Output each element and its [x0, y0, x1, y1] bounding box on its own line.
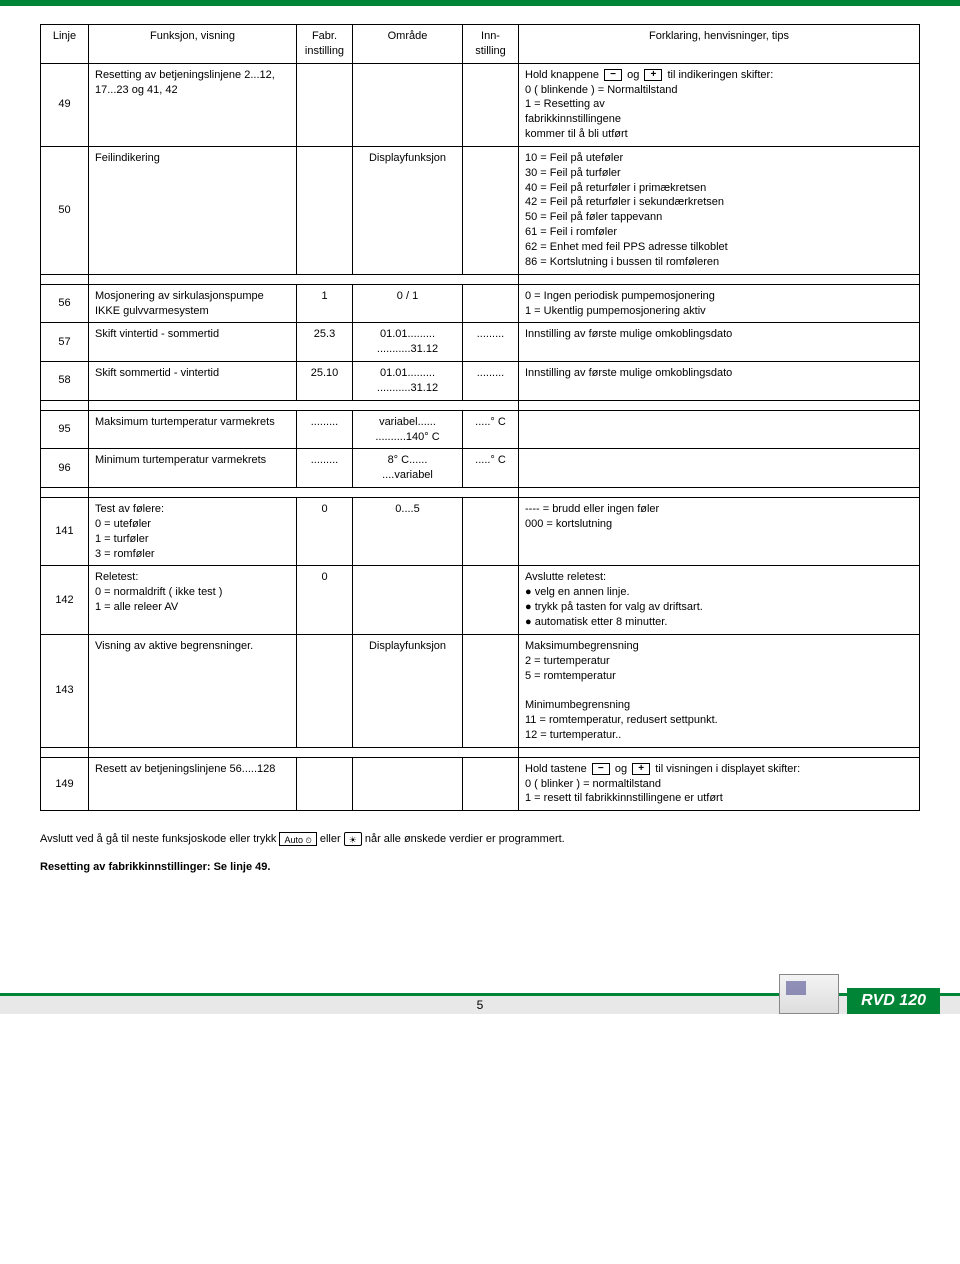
device-icon	[779, 974, 839, 1014]
cell-funk: Resett av betjeningslinjene 56.....128	[89, 757, 297, 811]
cell-fork: Hold tastene og til visningen i displaye…	[519, 757, 920, 811]
cell-fork: 0 = Ingen periodisk pumpemosjonering1 = …	[519, 284, 920, 323]
cell-linje: 95	[41, 410, 89, 449]
cell-funk: Minimum turtemperatur varmekrets	[89, 449, 297, 488]
cell-fabr: 0	[297, 566, 353, 634]
cell-inn: .....° C	[463, 410, 519, 449]
cell-fork: Innstilling av første mulige omkoblingsd…	[519, 323, 920, 362]
settings-table: Linje Funksjon, visning Fabr. instilling…	[40, 24, 920, 811]
table-row: 96Minimum turtemperatur varmekrets......…	[41, 449, 920, 488]
cell-omr: 0....5	[353, 498, 463, 566]
cell-linje: 57	[41, 323, 89, 362]
table-row: 49Resetting av betjeningslinjene 2...12,…	[41, 63, 920, 146]
cell-omr	[353, 566, 463, 634]
cell-funk: Skift vintertid - sommertid	[89, 323, 297, 362]
cell-fabr: 0	[297, 498, 353, 566]
cell-inn	[463, 757, 519, 811]
cell-funk: Skift sommertid - vintertid	[89, 362, 297, 401]
cell-fork: ---- = brudd eller ingen føler000 = kort…	[519, 498, 920, 566]
cell-fabr: 1	[297, 284, 353, 323]
cell-linje: 58	[41, 362, 89, 401]
cell-fork	[519, 410, 920, 449]
cell-linje: 141	[41, 498, 89, 566]
table-row: 57Skift vintertid - sommertid25.301.01..…	[41, 323, 920, 362]
col-omr: Område	[353, 25, 463, 64]
minus-key-icon	[604, 69, 622, 81]
cell-inn	[463, 566, 519, 634]
footer-line-2: Resetting av fabrikkinnstillinger: Se li…	[40, 859, 920, 876]
cell-funk: Feilindikering	[89, 146, 297, 274]
cell-fabr: 25.10	[297, 362, 353, 401]
product-badge: RVD 120	[847, 988, 940, 1014]
cell-omr: variabel................140° C	[353, 410, 463, 449]
footer-text-1b: eller	[320, 833, 341, 845]
table-row: 143Visning av aktive begrensninger. Displ…	[41, 634, 920, 747]
cell-linje: 50	[41, 146, 89, 274]
cell-linje: 56	[41, 284, 89, 323]
cell-omr: 01.01....................31.12	[353, 362, 463, 401]
cell-fork	[519, 449, 920, 488]
cell-inn	[463, 63, 519, 146]
cell-omr	[353, 757, 463, 811]
cell-funk: Reletest:0 = normaldrift ( ikke test )1 …	[89, 566, 297, 634]
footer-text-1a: Avslutt ved å gå til neste funksjoskode …	[40, 833, 276, 845]
cell-funk: Resetting av betjeningslinjene 2...12, 1…	[89, 63, 297, 146]
cell-linje: 143	[41, 634, 89, 747]
sun-key-icon	[344, 832, 362, 846]
cell-linje: 96	[41, 449, 89, 488]
cell-fabr: .........	[297, 410, 353, 449]
footer-line-1: Avslutt ved å gå til neste funksjoskode …	[40, 831, 920, 848]
cell-inn	[463, 146, 519, 274]
cell-inn: .........	[463, 323, 519, 362]
cell-funk: Visning av aktive begrensninger.	[89, 634, 297, 747]
cell-omr: 01.01....................31.12	[353, 323, 463, 362]
page-number: 5	[477, 998, 484, 1012]
cell-linje: 142	[41, 566, 89, 634]
page-footer: 5 RVD 120	[0, 954, 960, 1014]
cell-inn	[463, 284, 519, 323]
cell-omr: Displayfunksjon	[353, 146, 463, 274]
cell-fabr: .........	[297, 449, 353, 488]
cell-fabr	[297, 63, 353, 146]
cell-inn: .........	[463, 362, 519, 401]
cell-funk: Maksimum turtemperatur varmekrets	[89, 410, 297, 449]
cell-linje: 149	[41, 757, 89, 811]
footer-text-1c: når alle ønskede verdier er programmert.	[365, 833, 565, 845]
cell-fork: Hold knappene og til indikeringen skifte…	[519, 63, 920, 146]
cell-funk: Mosjonering av sirkulasjonspumpe IKKE gu…	[89, 284, 297, 323]
cell-omr: Displayfunksjon	[353, 634, 463, 747]
cell-omr: 8° C..........variabel	[353, 449, 463, 488]
cell-fork: Avslutte reletest:● velg en annen linje.…	[519, 566, 920, 634]
table-row: 95Maksimum turtemperatur varmekrets.....…	[41, 410, 920, 449]
cell-fabr	[297, 146, 353, 274]
cell-fork: Maksimumbegrensning2 = turtemperatur5 = …	[519, 634, 920, 747]
table-row: 149Resett av betjeningslinjene 56.....12…	[41, 757, 920, 811]
cell-fork: 10 = Feil på uteføler30 = Feil på turføl…	[519, 146, 920, 274]
col-inn: Inn- stilling	[463, 25, 519, 64]
table-row: 58Skift sommertid - vintertid25.1001.01.…	[41, 362, 920, 401]
plus-key-icon	[644, 69, 662, 81]
cell-fabr	[297, 634, 353, 747]
col-funk: Funksjon, visning	[89, 25, 297, 64]
cell-inn: .....° C	[463, 449, 519, 488]
table-row: 56Mosjonering av sirkulasjonspumpe IKKE …	[41, 284, 920, 323]
cell-inn	[463, 634, 519, 747]
cell-linje: 49	[41, 63, 89, 146]
col-fabr: Fabr. instilling	[297, 25, 353, 64]
cell-omr: 0 / 1	[353, 284, 463, 323]
col-linje: Linje	[41, 25, 89, 64]
cell-fabr: 25.3	[297, 323, 353, 362]
table-row: 142Reletest:0 = normaldrift ( ikke test …	[41, 566, 920, 634]
col-fork: Forklaring, henvisninger, tips	[519, 25, 920, 64]
cell-fabr	[297, 757, 353, 811]
cell-funk: Test av følere:0 = uteføler1 = turføler3…	[89, 498, 297, 566]
table-row: 50Feilindikering Displayfunksjon 10 = Feil…	[41, 146, 920, 274]
cell-inn	[463, 498, 519, 566]
cell-omr	[353, 63, 463, 146]
table-row: 141Test av følere:0 = uteføler1 = turføl…	[41, 498, 920, 566]
plus-key-icon	[632, 763, 650, 775]
cell-fork: Innstilling av første mulige omkoblingsd…	[519, 362, 920, 401]
minus-key-icon	[592, 763, 610, 775]
auto-key-icon: Auto ⏲	[279, 832, 316, 846]
